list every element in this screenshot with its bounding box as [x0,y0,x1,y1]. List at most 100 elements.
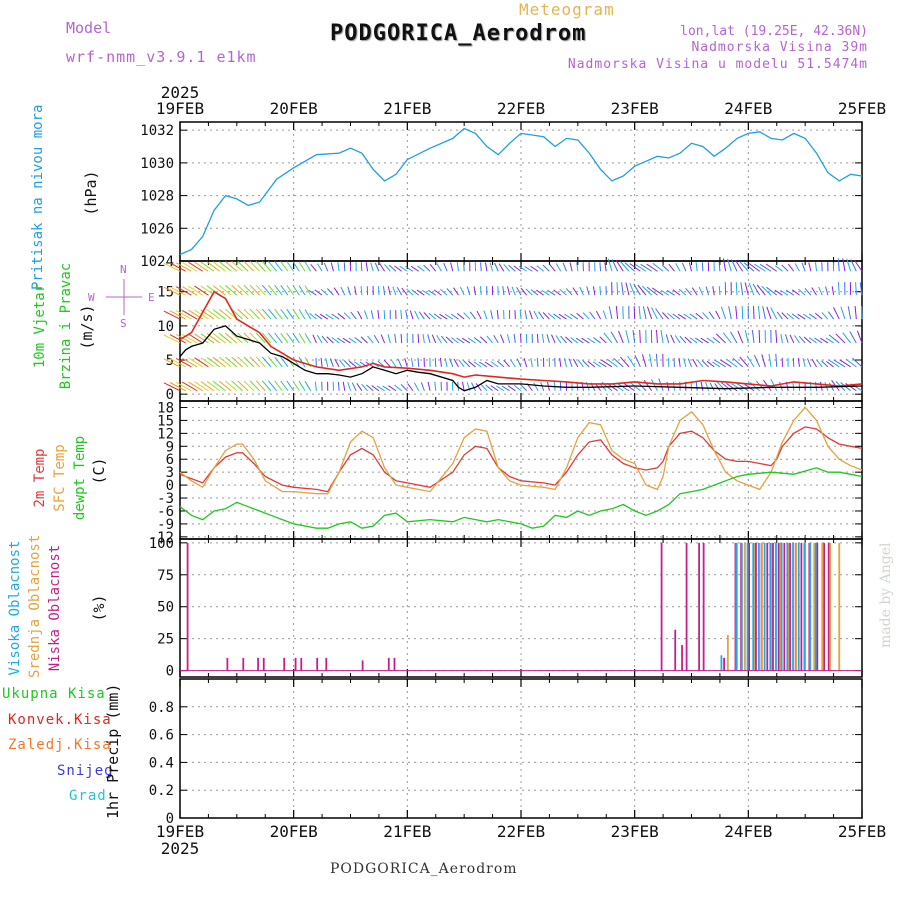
wind-arrow [206,261,221,272]
temp-unit: (C) [90,457,108,485]
y-tick-label: 9 [166,439,174,455]
panel-frame [179,400,863,540]
wind-arrow [754,263,766,272]
wind-arrow [400,384,408,392]
wind-arrow [859,282,863,296]
wind-arrow [740,282,744,296]
wind-title-line1: 10m Vjetar [32,283,48,369]
wind-arrow [589,311,596,320]
wind-arrow [599,286,602,296]
wind-arrow [268,332,278,344]
wind-arrow [842,332,852,344]
wind-arrow [268,380,278,392]
wind-arrow [458,359,465,368]
wind-arrow [370,262,374,272]
wind-arrow [839,359,851,368]
wind-arrow [206,309,221,320]
wind-arrow [612,383,624,392]
wind-arrow [249,260,260,272]
wind-arrow [377,310,380,320]
wind-arrow [489,262,494,272]
wind-arrow [388,385,397,392]
y-tick-label: 100 [149,536,174,552]
wind-arrow [382,385,391,392]
wind-arrow [808,262,812,272]
y-tick-label: 0 [166,478,174,494]
wind-arrow [677,313,687,320]
wind-arrow [255,332,266,344]
wind-arrow [330,262,334,272]
wind-arrow [400,310,403,320]
wind-arrow [856,330,863,344]
wind-arrow [718,262,721,272]
wind-arrow [471,382,476,391]
wind-arrow [200,285,215,296]
wind-arrow [416,265,425,272]
footer-title: PODGORICA_Aerodrom [330,861,518,877]
wind-arrow [756,380,766,392]
wind-arrow [811,287,817,296]
wind-arrow [480,262,482,272]
wind-arrow [712,361,721,368]
wind-arrow [540,382,545,391]
wind-arrow [525,288,533,296]
wind-arrow [394,384,402,392]
wind-arrow [807,358,812,368]
wind-arrow [446,288,454,296]
wind-arrow [501,385,510,392]
wind-arrow [169,286,186,296]
wind-arrow [536,357,539,367]
wind-arrow [261,332,272,344]
wind-arrow [620,356,630,368]
wind-arrow [163,286,181,296]
wind-arrow [692,358,698,368]
wind-arrow [383,286,386,296]
wind-arrow [261,284,272,296]
wind-arrow [833,359,846,368]
wind-arrow [182,381,198,392]
dewpt-temp-label: dewpt Temp [72,435,88,521]
wind-arrow [683,357,687,367]
wind-arrow [651,307,658,320]
wind-arrow [494,262,499,272]
wind-arrow [850,259,857,272]
wind-arrow [847,306,852,320]
wind-arrow [453,358,459,368]
wind-arrow [565,336,573,344]
wind-arrow [675,263,681,272]
wind-arrow [319,313,329,320]
wind-arrow [268,356,278,368]
wind-arrow [444,313,454,320]
y-tick-label: 15 [157,413,174,429]
temp2m-label: 2m Temp [32,448,48,508]
wind-arrow [672,289,681,296]
x-top-label: 25FEB [838,99,886,118]
wind-arrow [243,356,255,368]
wind-arrow [794,263,800,272]
wind-arrow [709,382,715,391]
wind-arrow [562,262,567,272]
wind-arrow [182,286,198,296]
wind-arrow [354,337,363,344]
x-bottom-year: 2025 [161,839,200,858]
compass-s: S [120,317,127,330]
wind-arrow [175,262,192,272]
wind-arrow [743,262,755,272]
wind-arrow [298,261,306,272]
wind-arrow [814,312,823,320]
wind-arrow [625,282,630,296]
wind-arrow [732,357,743,368]
wind-arrow [533,310,539,320]
wind-arrow [439,288,448,296]
wind-arrow [802,357,806,367]
wind-arrow [615,260,624,272]
wind-arrow [194,357,209,368]
wind-arrow [496,360,505,368]
wind-arrow [536,333,539,343]
wind-arrow [414,310,420,320]
wind-arrow [655,308,664,320]
x-bottom-label: 23FEB [611,822,659,841]
wind-arrow [632,330,636,344]
wind-arrow [818,286,823,296]
wind-arrow [579,286,584,296]
